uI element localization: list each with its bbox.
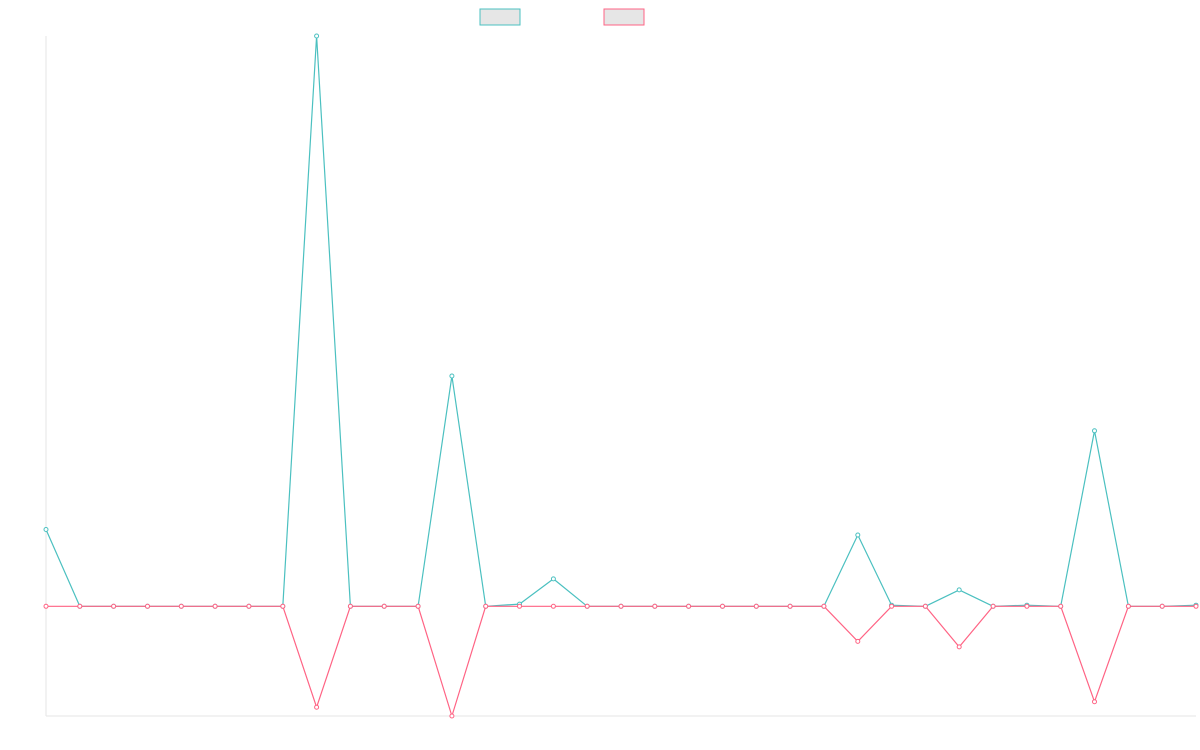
series-2-point[interactable] [246,603,252,609]
series-1-point[interactable] [550,576,556,582]
series-2-point[interactable] [855,638,861,644]
series-layer [43,33,1199,719]
series-2-point[interactable] [178,603,184,609]
series-2-point[interactable] [1159,603,1165,609]
series-2-point[interactable] [922,603,928,609]
series-2-point[interactable] [280,603,286,609]
series-1-line [45,35,1197,607]
series-2-point[interactable] [821,603,827,609]
series-2-point[interactable] [314,704,320,710]
series-2-point[interactable] [584,603,590,609]
series-1-point[interactable] [449,373,455,379]
series-2-point[interactable] [990,603,996,609]
series-2-point[interactable] [415,603,421,609]
series-1-point[interactable] [956,587,962,593]
series-1-point[interactable] [1092,428,1097,434]
legend[interactable] [479,8,645,26]
series-2-point[interactable] [720,603,725,609]
series-2-point[interactable] [618,603,624,609]
series-2-point[interactable] [1125,603,1131,609]
series-2-point[interactable] [212,603,218,609]
series-2-point[interactable] [889,603,895,609]
legend-swatch-series-1[interactable] [479,8,521,26]
series-2-point[interactable] [483,603,489,609]
series-2-point[interactable] [111,603,117,609]
series-1-point[interactable] [314,33,320,39]
series-2-point[interactable] [1058,603,1064,609]
series-2-point[interactable] [956,644,962,650]
series-2-point[interactable] [449,713,455,719]
series-1-point[interactable] [855,532,861,538]
series-2-point[interactable] [1193,603,1199,609]
series-1-point[interactable] [43,527,49,532]
series-2-line [46,605,1196,717]
series-2 [43,603,1199,719]
series-2-point[interactable] [652,603,658,609]
series-2-point[interactable] [381,603,387,609]
legend-swatch-series-2[interactable] [603,8,645,26]
axes [45,36,1196,717]
series-2-point[interactable] [347,603,353,609]
series-2-point[interactable] [753,603,759,609]
series-2-point[interactable] [43,603,49,609]
series-1 [43,33,1199,609]
series-2-point[interactable] [550,603,556,609]
series-2-point[interactable] [686,603,692,609]
series-2-point[interactable] [145,603,150,609]
series-2-point[interactable] [1024,603,1030,609]
series-2-point[interactable] [77,603,83,609]
series-2-point[interactable] [1092,699,1097,705]
series-2-point[interactable] [517,603,522,609]
series-2-point[interactable] [787,603,793,609]
